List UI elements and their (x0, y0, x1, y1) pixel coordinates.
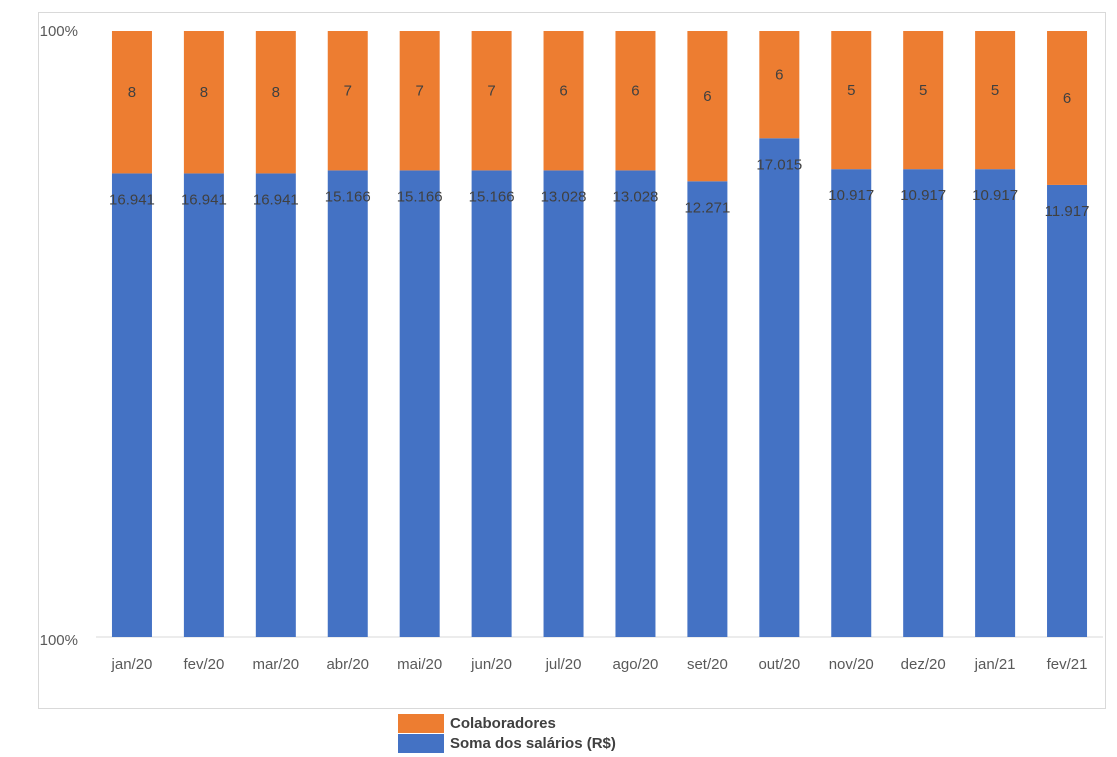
bar-salarios-13 (1047, 184, 1088, 637)
chart-plot: 100% 100% 8 16.941 8 16.941 8 16.941 7 15.166 7 1… (40, 23, 1103, 673)
data-label-colaboradores-11: 5 (919, 82, 927, 99)
x-tick-label-9: out/20 (758, 656, 800, 673)
x-tick-label-1: fev/20 (183, 656, 224, 673)
bar-salarios-9 (759, 138, 800, 637)
data-label-colaboradores-2: 8 (272, 84, 280, 101)
bar-salarios-12 (975, 169, 1016, 637)
data-label-salarios-11: 10.917 (900, 187, 946, 204)
x-tick-label-2: mar/20 (252, 656, 299, 673)
x-tick-label-11: dez/20 (901, 656, 946, 673)
y-tick-label-top: 100% (40, 23, 78, 40)
legend-label-colaboradores: Colaboradores (450, 714, 556, 732)
data-label-salarios-7: 13.028 (613, 188, 659, 205)
bar-colaboradores-11 (903, 31, 944, 170)
data-label-colaboradores-5: 7 (487, 83, 495, 100)
bar-salarios-7 (615, 170, 656, 637)
bar-salarios-3 (327, 170, 368, 637)
bar-colaboradores-6 (543, 31, 584, 171)
bar-colaboradores-12 (975, 31, 1016, 170)
bar-salarios-0 (111, 173, 152, 637)
data-label-salarios-12: 10.917 (972, 187, 1018, 204)
data-label-salarios-8: 12.271 (684, 199, 730, 216)
x-tick-label-13: fev/21 (1047, 656, 1088, 673)
data-label-colaboradores-10: 5 (847, 82, 855, 99)
y-axis: 100% 100% (40, 23, 78, 649)
x-axis-tick-labels: jan/20 fev/20 mar/20 abr/20 mai/20 jun/20 jul/… (111, 656, 1088, 673)
bar-salarios-1 (183, 173, 224, 637)
data-label-salarios-10: 10.917 (828, 187, 874, 204)
bar-colaboradores-2 (255, 31, 296, 174)
data-label-salarios-6: 13.028 (541, 188, 587, 205)
data-label-colaboradores-8: 6 (703, 88, 711, 105)
data-label-salarios-5: 15.166 (469, 188, 515, 205)
legend-swatch-salarios (398, 733, 444, 753)
y-tick-label-bottom: 100% (40, 632, 78, 649)
bar-colaboradores-9 (759, 31, 800, 139)
bar-colaboradores-10 (831, 31, 872, 170)
data-label-colaboradores-6: 6 (559, 83, 567, 100)
bar-colaboradores-5 (471, 31, 512, 171)
bar-salarios-2 (255, 173, 296, 637)
data-label-salarios-9: 17.015 (756, 156, 802, 173)
data-label-salarios-4: 15.166 (397, 188, 443, 205)
bar-salarios-8 (687, 181, 728, 637)
data-label-salarios-1: 16.941 (181, 191, 227, 208)
data-label-colaboradores-1: 8 (200, 84, 208, 101)
bar-colaboradores-7 (615, 31, 656, 171)
legend-item-colaboradores: Colaboradores (398, 713, 616, 733)
data-label-salarios-13: 11.917 (1045, 203, 1090, 220)
bar-colaboradores-3 (327, 31, 368, 171)
x-tick-label-5: jun/20 (470, 656, 512, 673)
x-tick-label-4: mai/20 (397, 656, 442, 673)
bar-colaboradores-1 (183, 31, 224, 174)
data-label-colaboradores-13: 6 (1063, 90, 1071, 107)
bar-colaboradores-0 (111, 31, 152, 174)
data-label-colaboradores-9: 6 (775, 67, 783, 84)
legend-swatch-colaboradores (398, 713, 444, 733)
x-tick-label-7: ago/20 (613, 656, 659, 673)
x-tick-label-12: jan/21 (974, 656, 1016, 673)
bar-colaboradores-4 (399, 31, 440, 171)
bar-salarios-4 (399, 170, 440, 637)
x-tick-label-0: jan/20 (111, 656, 153, 673)
bars-group: 8 16.941 8 16.941 8 16.941 7 15.166 7 15.166 7 15.1… (109, 31, 1089, 637)
x-tick-label-6: jul/20 (545, 656, 582, 673)
x-tick-label-10: nov/20 (829, 656, 874, 673)
data-label-colaboradores-0: 8 (128, 84, 136, 101)
bar-salarios-6 (543, 170, 584, 637)
x-tick-label-8: set/20 (687, 656, 728, 673)
data-label-colaboradores-12: 5 (991, 82, 999, 99)
data-label-colaboradores-4: 7 (416, 83, 424, 100)
data-label-colaboradores-7: 6 (631, 83, 639, 100)
data-label-salarios-2: 16.941 (253, 191, 299, 208)
x-tick-label-3: abr/20 (326, 656, 369, 673)
bar-salarios-10 (831, 169, 872, 637)
bar-colaboradores-8 (687, 31, 728, 182)
legend: Colaboradores Soma dos salários (R$) (398, 713, 616, 753)
bar-salarios-11 (903, 169, 944, 637)
data-label-salarios-0: 16.941 (109, 191, 155, 208)
bar-salarios-5 (471, 170, 512, 637)
data-label-salarios-3: 15.166 (325, 188, 371, 205)
legend-label-salarios: Soma dos salários (R$) (450, 734, 616, 752)
data-label-colaboradores-3: 7 (344, 83, 352, 100)
bar-colaboradores-13 (1047, 31, 1088, 185)
legend-item-salarios: Soma dos salários (R$) (398, 733, 616, 753)
